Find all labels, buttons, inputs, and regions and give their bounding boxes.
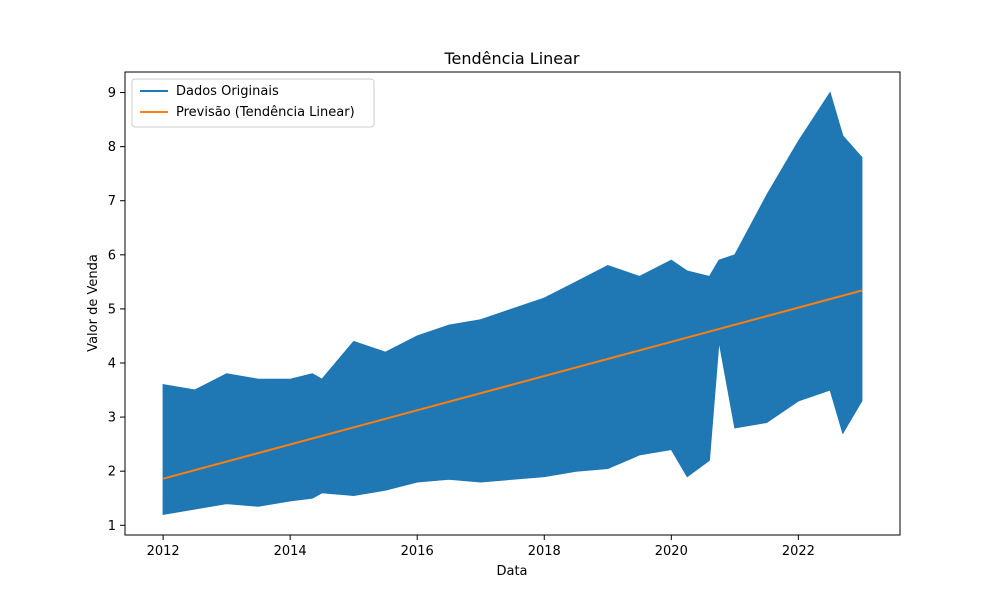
- plot-content: [162, 91, 863, 515]
- legend: Dados Originais Previsão (Tendência Line…: [131, 78, 375, 128]
- y-tick-label: 4: [108, 356, 116, 371]
- y-tick-label: 8: [108, 140, 116, 155]
- y-axis-label: Valor de Venda: [86, 254, 101, 352]
- y-tick-label: 1: [108, 519, 116, 534]
- y-axis: 1 2 3 4 5 6 7 8 9: [108, 86, 125, 534]
- x-tick-label: 2018: [528, 544, 561, 559]
- x-tick-label: 2016: [401, 544, 434, 559]
- x-tick-label: 2012: [147, 544, 180, 559]
- x-tick-label: 2022: [782, 544, 815, 559]
- x-tick-label: 2020: [655, 544, 688, 559]
- y-tick-label: 5: [108, 302, 116, 317]
- x-axis: 2012 2014 2016 2018 2020 2022: [147, 535, 815, 559]
- y-tick-label: 2: [108, 465, 116, 480]
- y-tick-label: 6: [108, 248, 116, 263]
- x-tick-label: 2014: [274, 544, 307, 559]
- y-tick-label: 9: [108, 86, 116, 101]
- series-dados-originais: [162, 91, 863, 515]
- legend-label-previsao: Previsão (Tendência Linear): [176, 105, 355, 120]
- chart-title: Tendência Linear: [443, 49, 579, 68]
- legend-label-dados-originais: Dados Originais: [176, 84, 279, 99]
- x-axis-label: Data: [496, 564, 527, 579]
- plot-frame: [124, 71, 901, 536]
- legend-frame: [131, 78, 375, 128]
- series-previsao-tendencia-linear: [162, 289, 863, 480]
- y-tick-label: 3: [108, 411, 116, 426]
- y-tick-label: 7: [108, 194, 116, 209]
